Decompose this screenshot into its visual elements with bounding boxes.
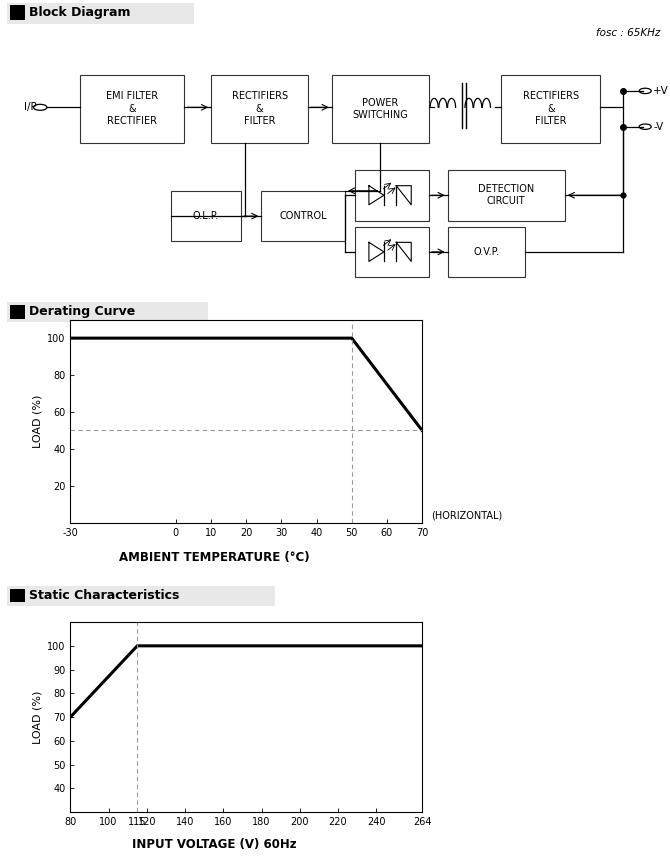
Text: EMI FILTER
&
RECTIFIER: EMI FILTER & RECTIFIER (107, 92, 158, 126)
Bar (211, 74, 308, 143)
Text: (HORIZONTAL): (HORIZONTAL) (431, 510, 502, 520)
Text: CONTROL: CONTROL (279, 211, 327, 221)
Text: INPUT VOLTAGE (V) 60Hz: INPUT VOLTAGE (V) 60Hz (132, 838, 297, 851)
Y-axis label: LOAD (%): LOAD (%) (33, 690, 43, 744)
Bar (448, 226, 525, 277)
FancyBboxPatch shape (7, 586, 275, 606)
Text: fosc : 65KHz: fosc : 65KHz (596, 29, 660, 38)
Text: AMBIENT TEMPERATURE (°C): AMBIENT TEMPERATURE (°C) (119, 551, 310, 564)
Bar (448, 170, 565, 220)
Bar (261, 191, 345, 241)
Text: POWER
SWITCHING: POWER SWITCHING (352, 98, 408, 120)
Text: Static Characteristics: Static Characteristics (29, 589, 180, 602)
Bar (10, 589, 25, 602)
Bar (355, 170, 429, 220)
Text: +V: +V (653, 86, 669, 96)
Bar (10, 5, 25, 20)
FancyBboxPatch shape (7, 302, 208, 322)
Text: RECTIFIERS
&
FILTER: RECTIFIERS & FILTER (523, 92, 579, 126)
Bar (332, 74, 429, 143)
Text: Block Diagram: Block Diagram (29, 6, 131, 19)
Bar (171, 191, 241, 241)
Text: Derating Curve: Derating Curve (29, 305, 136, 318)
Text: -V: -V (653, 122, 663, 131)
FancyBboxPatch shape (7, 3, 194, 24)
Text: O.L.P.: O.L.P. (193, 211, 219, 221)
Y-axis label: LOAD (%): LOAD (%) (33, 395, 43, 448)
Text: O.V.P.: O.V.P. (473, 247, 499, 257)
Text: RECTIFIERS
&
FILTER: RECTIFIERS & FILTER (232, 92, 287, 126)
Text: I/P: I/P (24, 102, 37, 112)
Bar (501, 74, 600, 143)
Bar (80, 74, 184, 143)
Text: DETECTION
CIRCUIT: DETECTION CIRCUIT (478, 184, 534, 206)
Bar (10, 305, 25, 319)
Bar (355, 226, 429, 277)
